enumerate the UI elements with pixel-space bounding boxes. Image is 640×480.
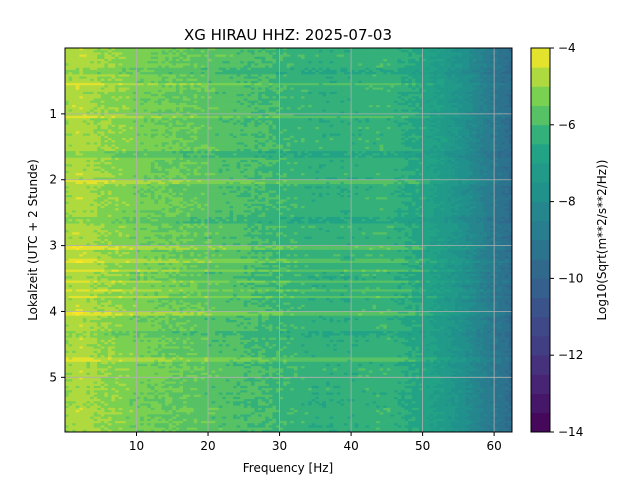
spectrogram-cells: [65, 48, 512, 432]
chart-title: XG HIRAU HHZ: 2025-07-03: [184, 26, 392, 44]
